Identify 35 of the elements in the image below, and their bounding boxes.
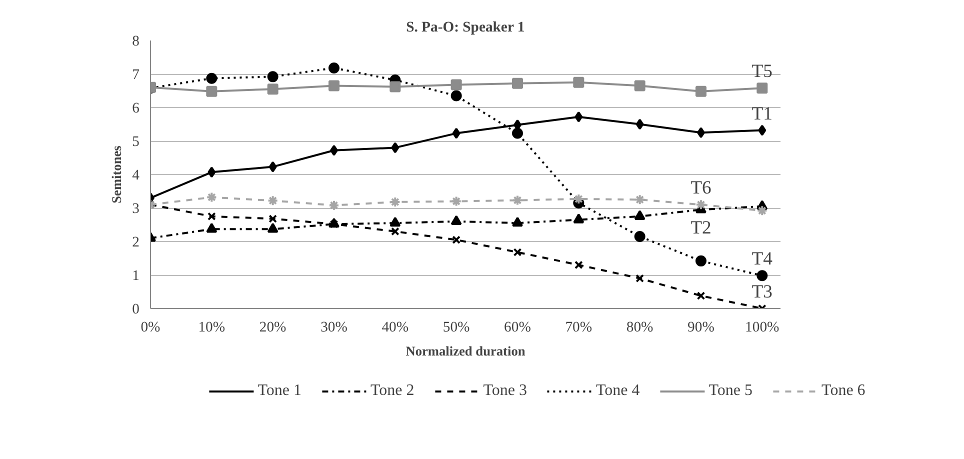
x-tick-label: 80% [626,320,654,336]
legend-label: Tone 6 [822,382,866,400]
x-tick-label: 60% [504,320,531,336]
legend-label: Tone 2 [370,382,414,400]
y-tick-label: 3 [132,201,140,217]
legend-label: Tone 1 [258,382,302,400]
y-tick-label: 7 [132,67,140,83]
x-tick-label: 30% [320,320,348,336]
annotation: T1 [752,103,773,124]
annotation: T2 [690,218,712,239]
x-tick-label: 20% [259,320,286,336]
x-tick-label: 40% [382,320,409,336]
y-tick-label: 6 [132,100,140,116]
y-tick-label: 5 [132,134,140,150]
y-tick-label: 8 [132,34,140,50]
y-tick-label: 1 [132,268,140,284]
chart-title: S. Pa-O: Speaker 1 [406,20,525,36]
x-axis-title: Normalized duration [406,344,526,358]
y-tick-label: 0 [132,302,140,318]
x-tick-label: 70% [565,320,592,336]
annotation: T5 [752,61,773,82]
x-tick-label: 90% [688,320,714,336]
x-tick-label: 10% [198,320,226,336]
legend-label: Tone 4 [596,382,640,400]
x-tick-label: 100% [745,320,780,336]
legend-label: Tone 3 [483,382,527,400]
x-tick-label: 0% [140,320,160,336]
y-axis-title: Semitones [109,146,124,204]
annotation: T6 [690,178,712,199]
annotation: T3 [752,282,773,302]
x-tick-label: 50% [442,320,470,336]
y-tick-label: 4 [132,168,140,184]
annotation: T4 [752,248,774,270]
y-tick-label: 2 [132,234,140,250]
legend-label: Tone 5 [708,382,753,400]
